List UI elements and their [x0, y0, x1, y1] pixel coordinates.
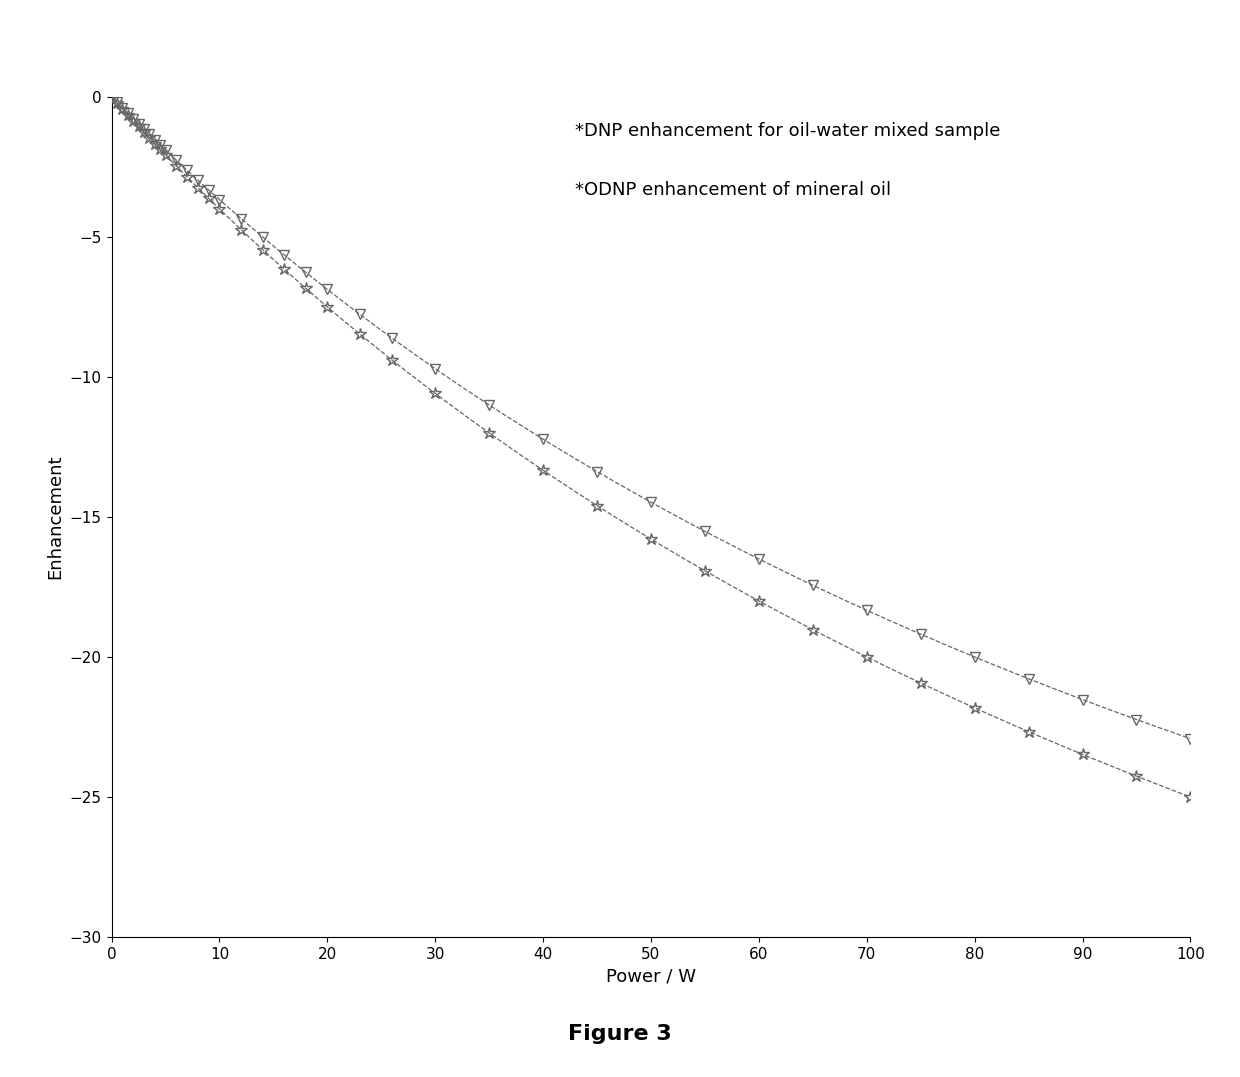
Text: Figure 3: Figure 3 [568, 1024, 672, 1044]
Text: *ODNP enhancement of mineral oil: *ODNP enhancement of mineral oil [575, 181, 892, 199]
Text: *DNP enhancement for oil-water mixed sample: *DNP enhancement for oil-water mixed sam… [575, 122, 1001, 140]
Y-axis label: Enhancement: Enhancement [46, 454, 64, 579]
X-axis label: Power / W: Power / W [606, 967, 696, 985]
